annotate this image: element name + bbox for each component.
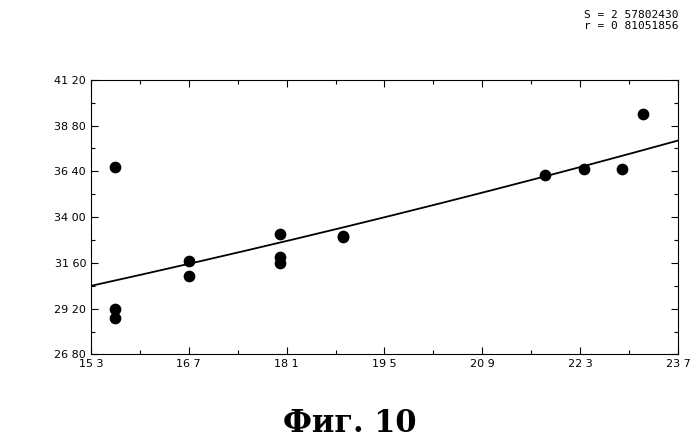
Text: Фиг. 10: Фиг. 10	[283, 408, 416, 439]
Point	[578, 166, 589, 173]
Point	[274, 231, 285, 238]
Point	[183, 257, 194, 264]
Point	[110, 164, 121, 171]
Point	[337, 233, 348, 240]
Point	[337, 233, 348, 241]
Point	[637, 110, 649, 117]
Point	[274, 259, 285, 266]
Point	[274, 253, 285, 260]
Point	[540, 171, 551, 179]
Point	[617, 166, 628, 173]
Point	[110, 305, 121, 312]
Point	[110, 315, 121, 322]
Text: S = 2 57802430
r = 0 81051856: S = 2 57802430 r = 0 81051856	[584, 10, 678, 31]
Point	[183, 272, 194, 280]
